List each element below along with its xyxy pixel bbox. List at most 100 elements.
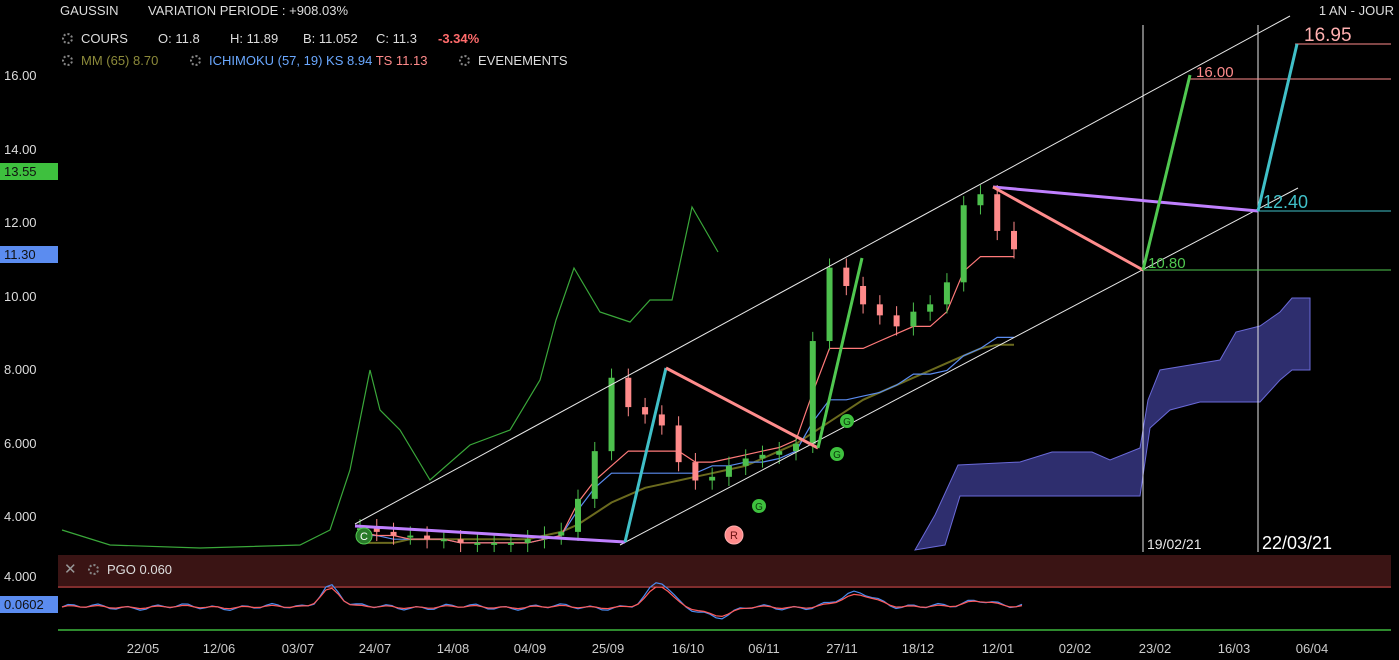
blue-price-badge: 11.30: [0, 246, 58, 263]
x-tick: 23/02: [1138, 641, 1172, 656]
candle-body: [843, 267, 850, 286]
y-tick: 6.000: [4, 436, 37, 451]
ichimoku-cloud: [914, 297, 1311, 551]
high-value: H: 11.89: [230, 31, 279, 46]
candle-body: [507, 542, 514, 545]
pgo-label: PGO 0.060: [107, 562, 173, 577]
candle-body: [927, 304, 934, 312]
event-marker-g3[interactable]: G: [840, 414, 854, 428]
pgo-legend[interactable]: PGO 0.060: [88, 562, 172, 577]
candle-body: [742, 458, 749, 466]
candle-body: [591, 451, 598, 499]
events-label: EVENEMENTS: [478, 53, 568, 68]
candle-body: [826, 267, 833, 342]
svg-text:G: G: [755, 502, 763, 513]
candle-body: [658, 414, 665, 426]
candle-body: [608, 377, 615, 452]
cyan-leg-1: [623, 367, 668, 543]
candle-body: [960, 205, 967, 283]
mm-legend[interactable]: MM (65) 8.70: [62, 53, 158, 68]
purple-trend-2: [992, 185, 1259, 213]
candle-body: [692, 462, 699, 481]
candle-body: [575, 498, 581, 532]
svg-text:G: G: [833, 450, 841, 461]
candle-body: [1011, 230, 1017, 250]
candle-body: [759, 454, 766, 459]
x-tick: 12/06: [202, 641, 236, 656]
candle-body: [876, 304, 883, 316]
candle-body: [642, 407, 649, 415]
event-marker-g1[interactable]: G: [752, 499, 766, 513]
pgo-value-badge: 0.0602: [0, 596, 58, 613]
x-tick: 14/08: [436, 641, 470, 656]
candle-body: [625, 377, 632, 408]
close-value: C: 11.3: [376, 31, 417, 46]
candle-body: [977, 194, 984, 206]
gear-icon[interactable]: [62, 33, 73, 44]
svg-text:R: R: [730, 530, 738, 542]
event-marker-g2[interactable]: G: [830, 447, 844, 461]
y-tick: 14.00: [4, 142, 37, 157]
gear-icon[interactable]: [88, 564, 99, 575]
date-label-2: 22/03/21: [1262, 533, 1332, 553]
candle-body: [793, 443, 799, 452]
y-tick: 8.000: [4, 362, 37, 377]
candle-body: [474, 542, 481, 545]
svg-text:C: C: [360, 531, 368, 543]
gear-icon[interactable]: [190, 55, 201, 66]
cours-label: COURS: [81, 31, 128, 46]
mm-label: MM (65) 8.70: [81, 53, 159, 68]
cours-legend[interactable]: COURS: [62, 31, 128, 46]
events-legend[interactable]: EVENEMENTS: [459, 53, 568, 68]
x-tick: 02/02: [1058, 641, 1092, 656]
channel-lower-line: [619, 187, 1299, 546]
candle-body: [910, 311, 917, 327]
green-leg-1: [816, 257, 864, 449]
pink-leg-2: [992, 185, 1144, 272]
x-tick: 06/11: [748, 641, 780, 656]
candle-body: [725, 465, 732, 477]
series-line-ts: [359, 256, 1014, 544]
target-label-1695: 16.95: [1304, 25, 1352, 46]
pgo-level-label: 4.000: [4, 569, 37, 584]
chikou-line: [61, 205, 719, 549]
x-tick: 06/04: [1295, 641, 1329, 656]
ticker: GAUSSIN: [60, 3, 119, 18]
x-tick: 22/05: [126, 641, 160, 656]
gear-icon[interactable]: [459, 55, 470, 66]
x-tick: 12/01: [981, 641, 1015, 656]
candle-body: [994, 194, 1001, 231]
event-marker-r[interactable]: R: [724, 525, 744, 545]
cyan-leg-2: [1256, 43, 1299, 212]
target-label-1600: 16.00: [1196, 64, 1234, 81]
x-tick: 18/12: [901, 641, 935, 656]
purple-trend-1: [354, 524, 626, 544]
ts-label: TS 11.13: [375, 53, 428, 68]
period-selector[interactable]: 1 AN - JOUR: [1318, 3, 1394, 18]
pgo-panel-header: [58, 555, 1391, 586]
candle-body: [558, 531, 565, 536]
x-tick: 16/10: [671, 641, 705, 656]
x-tick: 04/09: [513, 641, 547, 656]
svg-text:G: G: [843, 417, 851, 428]
x-tick: 27/11: [826, 641, 858, 656]
candle-body: [709, 476, 716, 481]
date-label-1: 19/02/21: [1147, 536, 1202, 552]
candle-body: [675, 425, 682, 463]
target-label-1240: 12.40: [1263, 192, 1308, 212]
open-value: O: 11.8: [158, 31, 200, 46]
change-value: -3.34%: [438, 31, 480, 46]
ichimoku-legend[interactable]: ICHIMOKU (57, 19) KS 8.94 TS 11.13: [190, 53, 428, 68]
candle-body: [860, 285, 867, 305]
ichimoku-label: ICHIMOKU (57, 19): [209, 53, 323, 68]
pink-leg-1: [665, 366, 819, 450]
green-leg-2: [1141, 74, 1192, 271]
close-icon[interactable]: ✕: [64, 561, 77, 578]
gear-icon[interactable]: [62, 55, 73, 66]
candle-body: [373, 528, 380, 532]
channel-upper-line: [354, 15, 1291, 525]
event-marker-c[interactable]: C: [355, 527, 373, 545]
x-tick: 16/03: [1217, 641, 1251, 656]
candle-body: [943, 282, 950, 305]
